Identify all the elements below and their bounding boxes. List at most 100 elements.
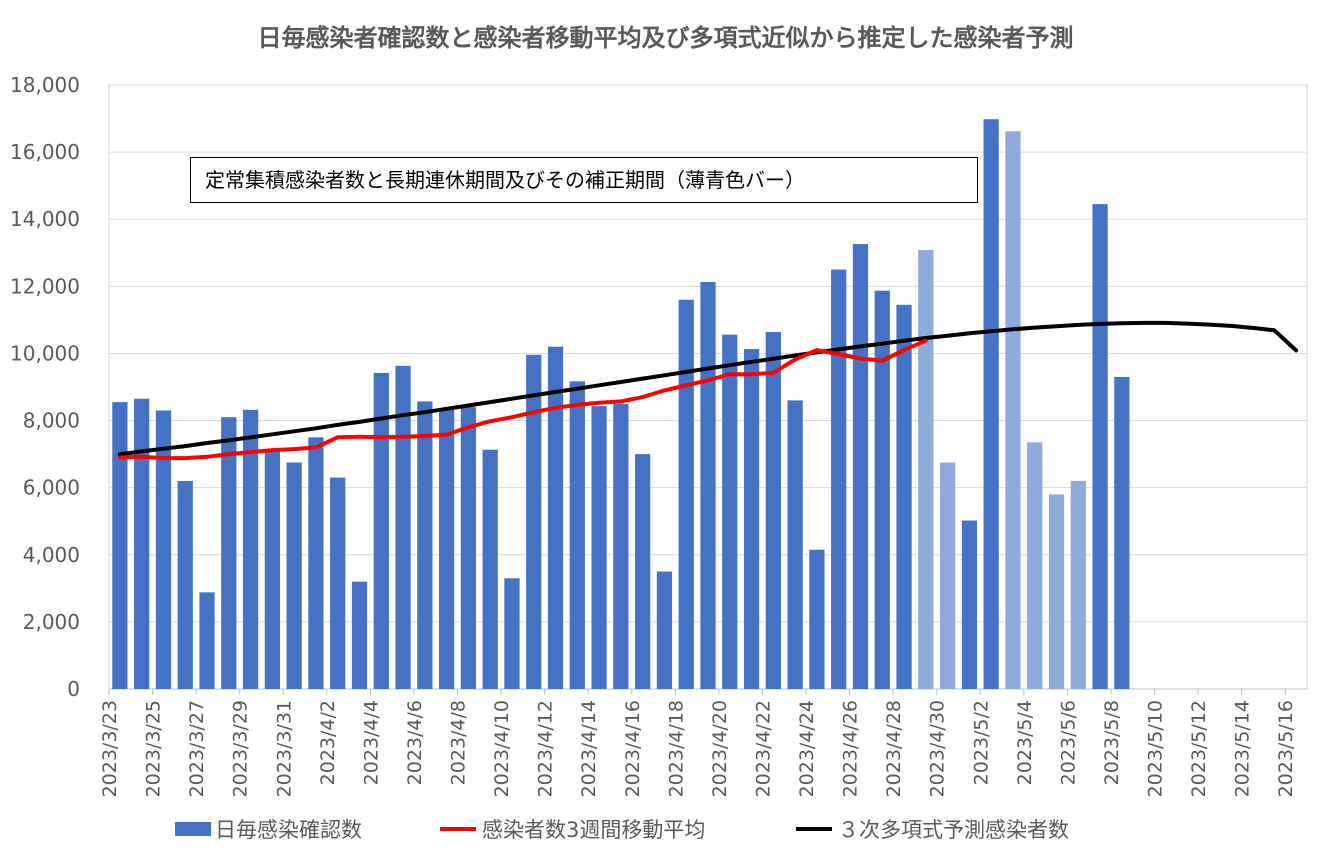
legend-label-polynomial: ３次多項式予測感染者数 (838, 818, 1069, 842)
bar (961, 520, 978, 689)
x-tick-label: 2023/4/28 (883, 700, 905, 797)
legend-label-moving-average: 感染者数3週間移動平均 (482, 818, 706, 842)
bar (221, 417, 237, 689)
x-tick-label: 2023/4/10 (491, 700, 513, 797)
bar (264, 449, 280, 689)
bar (939, 462, 956, 689)
x-tick-label: 2023/5/12 (1188, 700, 1210, 797)
x-tick-label: 2023/4/16 (622, 700, 644, 797)
x-tick-label: 2023/4/2 (317, 700, 339, 785)
y-tick-label: 12,000 (10, 274, 80, 298)
bar (852, 244, 869, 689)
y-tick-label: 6,000 (23, 476, 80, 500)
bar (351, 581, 368, 689)
line-series (117, 320, 1299, 461)
bar (242, 409, 259, 689)
bar (286, 462, 302, 689)
bar-series (112, 119, 1130, 690)
legend-swatch-red-line (440, 827, 476, 831)
bar (199, 592, 215, 689)
x-tick-label: 2023/3/31 (273, 700, 295, 797)
y-tick-label: 16,000 (10, 140, 80, 164)
bar (874, 290, 890, 689)
x-tick-label: 2023/4/8 (448, 700, 470, 785)
x-tick-label: 2023/4/6 (404, 700, 426, 785)
x-tick-label: 2023/4/20 (709, 700, 731, 797)
bar (1092, 204, 1108, 689)
x-tick-label: 2023/5/2 (970, 700, 992, 785)
bar (482, 449, 498, 689)
x-tick-label: 2023/3/23 (99, 700, 121, 797)
bar (569, 381, 585, 689)
y-tick-label: 18,000 (10, 73, 80, 97)
x-tick-label: 2023/3/29 (230, 700, 252, 797)
legend-swatch-black-line (796, 827, 832, 831)
bar (656, 571, 673, 689)
bar (438, 409, 455, 689)
x-tick-label: 2023/4/22 (752, 700, 774, 797)
annotation-box: 定常集積感染者数と長期連休期間及びその補正期間（薄青色バー） (190, 157, 978, 203)
y-tick-label: 10,000 (10, 341, 80, 365)
bar (678, 299, 694, 689)
legend-label-daily: 日毎感染確認数 (215, 818, 362, 842)
bar (177, 480, 193, 689)
bar (504, 578, 520, 689)
x-tick-label: 2023/4/24 (796, 700, 818, 797)
moving-average-line (117, 338, 928, 461)
y-tick-label: 14,000 (10, 207, 80, 231)
polynomial-line (117, 320, 1299, 457)
x-tick-label: 2023/4/4 (360, 700, 382, 785)
chart-title: 日毎感染者確認数と感染者移動平均及び多項式近似から推定した感染者予測 (257, 24, 1074, 52)
bar (918, 250, 934, 690)
bar (613, 403, 629, 689)
y-tick-label: 2,000 (23, 610, 80, 634)
y-axis-ticks: 0 2,000 4,000 6,000 8,000 10,000 12,000 14,000 1… (10, 73, 80, 701)
bar (112, 402, 128, 689)
bar (373, 372, 389, 689)
bar (395, 365, 411, 689)
x-tick-label: 2023/3/27 (186, 700, 208, 797)
y-tick-label: 8,000 (23, 409, 80, 433)
x-tick-label: 2023/5/16 (1275, 700, 1297, 797)
bar (308, 437, 324, 689)
bar (330, 477, 346, 689)
bar (1005, 131, 1021, 690)
x-tick-label: 2023/5/4 (1014, 700, 1036, 785)
bar (1114, 376, 1130, 689)
x-tick-label: 2023/5/8 (1101, 700, 1123, 785)
legend-swatch-bar (175, 822, 211, 836)
bar (155, 410, 172, 689)
x-axis-ticks: 2023/3/23 2023/3/25 2023/3/27 2023/3/29 2023… (99, 689, 1297, 797)
bar (809, 549, 825, 689)
x-tick-label: 2023/4/30 (927, 700, 949, 797)
bar (896, 304, 912, 689)
bar (700, 281, 716, 689)
bar (765, 331, 781, 689)
x-tick-label: 2023/5/14 (1232, 700, 1254, 797)
x-tick-label: 2023/4/18 (665, 700, 687, 797)
x-tick-label: 2023/3/25 (143, 700, 165, 797)
x-tick-label: 2023/5/10 (1145, 700, 1167, 797)
y-tick-label: 0 (67, 677, 80, 701)
bar (547, 346, 564, 689)
x-tick-label: 2023/4/12 (535, 700, 557, 797)
x-tick-label: 2023/4/14 (578, 700, 600, 797)
legend: 日毎感染確認数 感染者数3週間移動平均 ３次多項式予測感染者数 (0, 814, 1331, 848)
x-tick-label: 2023/5/6 (1057, 700, 1079, 785)
legend-item-moving-average: 感染者数3週間移動平均 (440, 814, 705, 844)
bar (1070, 480, 1086, 689)
bar (635, 454, 651, 689)
legend-item-daily: 日毎感染確認数 (175, 814, 362, 844)
bar (722, 334, 738, 689)
bar (1027, 442, 1043, 689)
legend-item-polynomial: ３次多項式予測感染者数 (796, 814, 1069, 844)
bar (591, 406, 607, 689)
bar (134, 398, 150, 689)
bar (983, 119, 999, 689)
bar (1048, 494, 1065, 689)
bar (417, 401, 433, 689)
y-tick-label: 4,000 (23, 543, 80, 567)
bar (460, 407, 477, 689)
x-tick-label: 2023/4/26 (840, 700, 862, 797)
